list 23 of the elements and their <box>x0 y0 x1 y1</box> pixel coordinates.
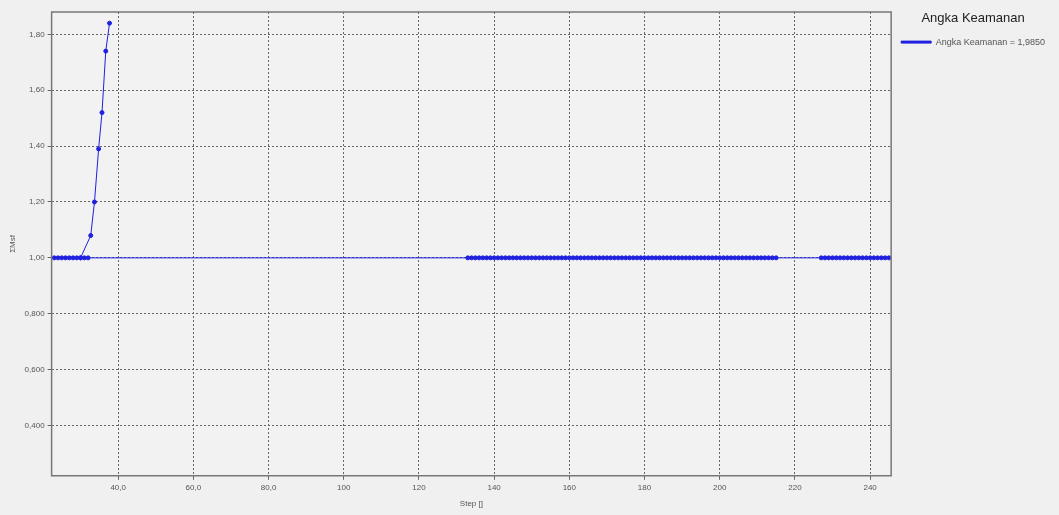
y-tick-label: 1,00 <box>29 253 46 263</box>
legend-label: Angka Keamanan = 1,9850 <box>935 36 1046 47</box>
x-tick-label: 160 <box>562 482 577 492</box>
y-tick-label: 1,60 <box>29 85 46 95</box>
x-tick-label: 180 <box>637 482 652 492</box>
x-tick-label: 140 <box>487 482 502 492</box>
x-tick-label: 100 <box>337 482 351 492</box>
legend-title: Angka Keamanan <box>921 10 1025 26</box>
x-tick-label: 120 <box>412 482 427 492</box>
x-tick-label: 80,0 <box>260 482 277 492</box>
y-axis-title: ΣMsf <box>8 234 17 253</box>
y-tick-label: 0,800 <box>24 308 46 318</box>
x-tick-label: 240 <box>863 482 878 492</box>
y-tick-label: 1,80 <box>29 29 46 39</box>
y-tick-label: 1,20 <box>29 197 46 207</box>
x-tick-label: 40,0 <box>110 482 127 492</box>
x-tick-label: 60,0 <box>185 482 202 492</box>
x-tick-label: 200 <box>713 482 727 492</box>
y-tick-label: 0,600 <box>24 364 46 374</box>
x-tick-label: 220 <box>788 482 803 492</box>
y-tick-label: 1,40 <box>29 141 46 151</box>
x-axis-title: Step [] <box>459 499 483 509</box>
y-tick-label: 0,400 <box>24 420 46 430</box>
